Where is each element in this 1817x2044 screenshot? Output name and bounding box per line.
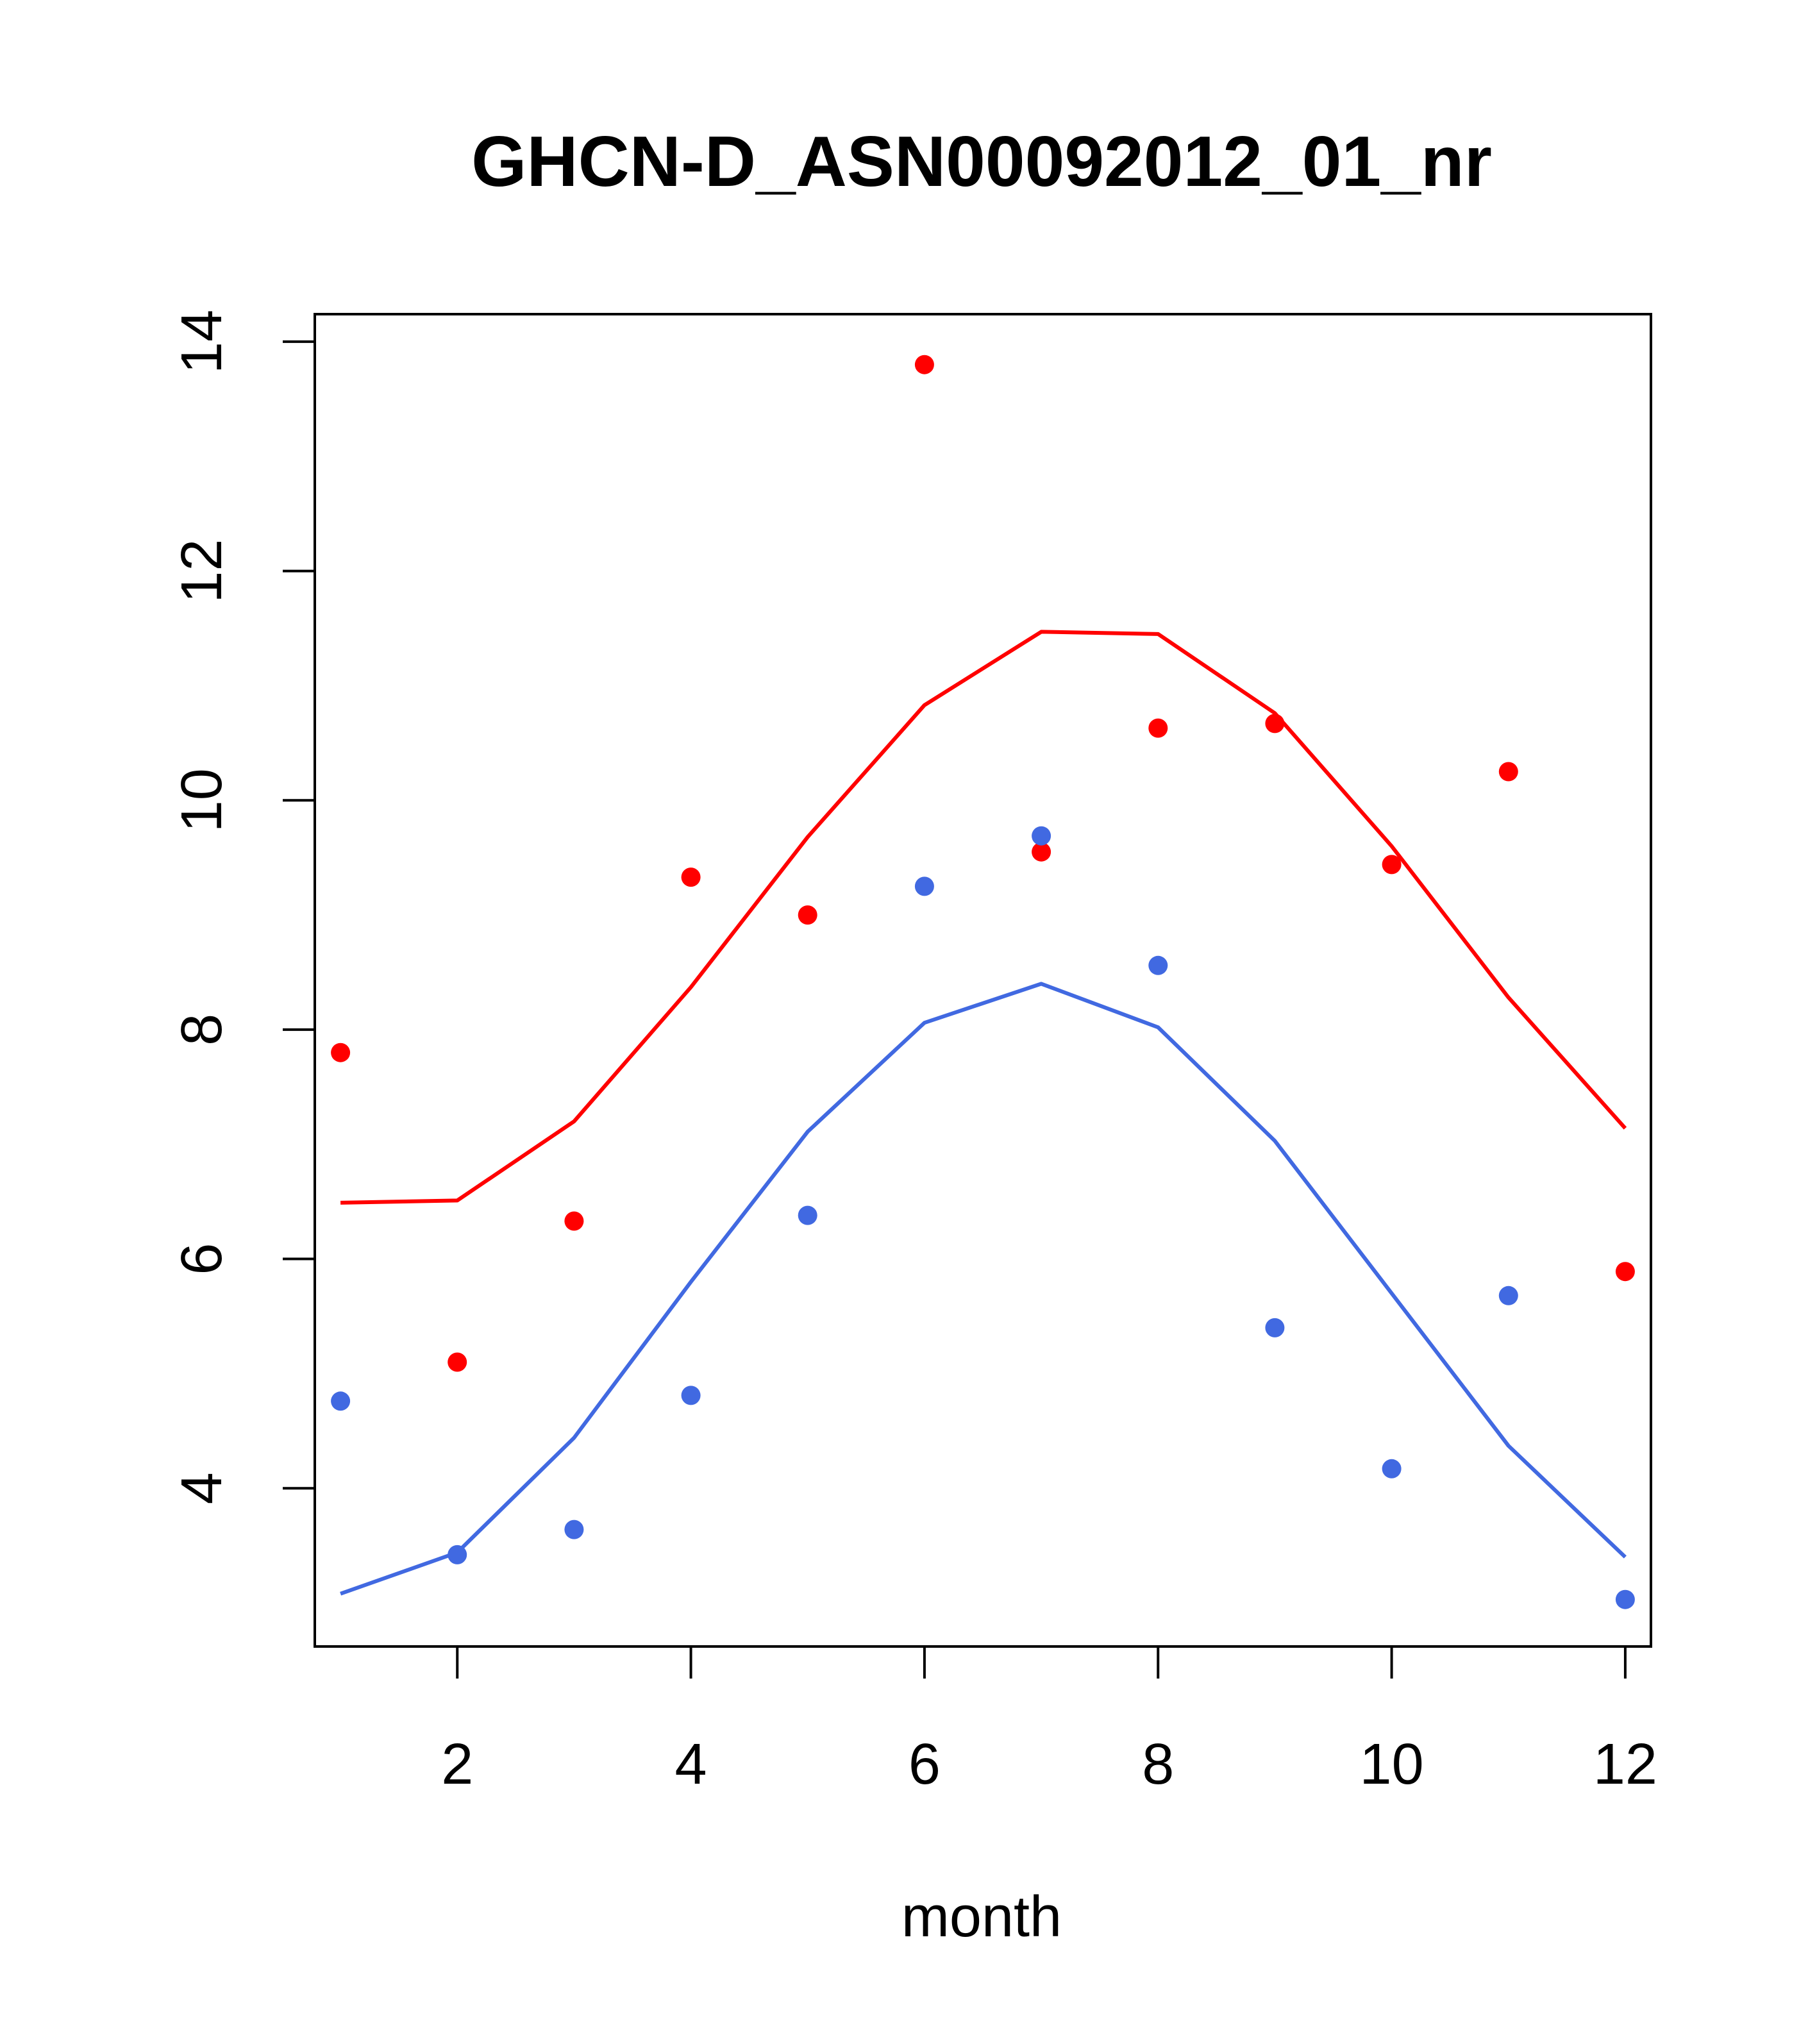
series-lines <box>340 630 1627 1596</box>
x-tick-label: 12 <box>1593 1732 1657 1797</box>
x-tick-label: 6 <box>908 1732 941 1797</box>
data-point <box>1265 1318 1285 1337</box>
x-tick-label: 8 <box>1142 1732 1174 1797</box>
data-point <box>448 1545 467 1564</box>
x-axis-label: month <box>901 1885 1062 1949</box>
data-point <box>1382 855 1402 875</box>
data-point <box>1498 762 1518 782</box>
y-tick-label: 8 <box>170 1014 234 1046</box>
data-point <box>798 905 817 925</box>
data-point <box>564 1520 584 1539</box>
y-tick-label: 14 <box>170 310 234 374</box>
data-point <box>681 1386 701 1405</box>
chart-title: GHCN-D_ASN00092012_01_nr <box>471 122 1492 201</box>
data-point <box>914 876 934 896</box>
data-point <box>1148 955 1168 975</box>
data-point <box>1615 1589 1635 1609</box>
data-point <box>1265 714 1285 733</box>
series-line-2 <box>340 630 1627 1205</box>
data-point <box>1615 1262 1635 1282</box>
data-point <box>331 1391 351 1411</box>
plot-frame <box>314 313 1652 1648</box>
data-point <box>1032 826 1051 846</box>
data-point <box>798 1205 817 1225</box>
x-axis: 2 4 6 8 10 12 <box>441 1645 1657 1797</box>
data-point <box>564 1211 584 1231</box>
data-point <box>331 1043 351 1062</box>
series-line-3 <box>340 982 1627 1596</box>
x-tick-label: 4 <box>675 1732 707 1797</box>
data-point <box>681 867 701 887</box>
data-point <box>1032 842 1051 862</box>
y-tick-label: 4 <box>170 1472 234 1504</box>
data-point <box>1498 1286 1518 1305</box>
data-point <box>448 1352 467 1372</box>
data-point <box>914 355 934 374</box>
x-tick-label: 2 <box>441 1732 473 1797</box>
x-tick-label: 10 <box>1360 1732 1424 1797</box>
data-point <box>1382 1459 1402 1479</box>
data-point <box>1148 718 1168 738</box>
y-tick-label: 10 <box>170 768 234 832</box>
y-tick-label: 12 <box>170 539 234 603</box>
y-axis: 4 6 8 10 12 14 <box>170 310 316 1504</box>
y-tick-label: 6 <box>170 1243 234 1275</box>
series-points <box>331 355 1635 1609</box>
